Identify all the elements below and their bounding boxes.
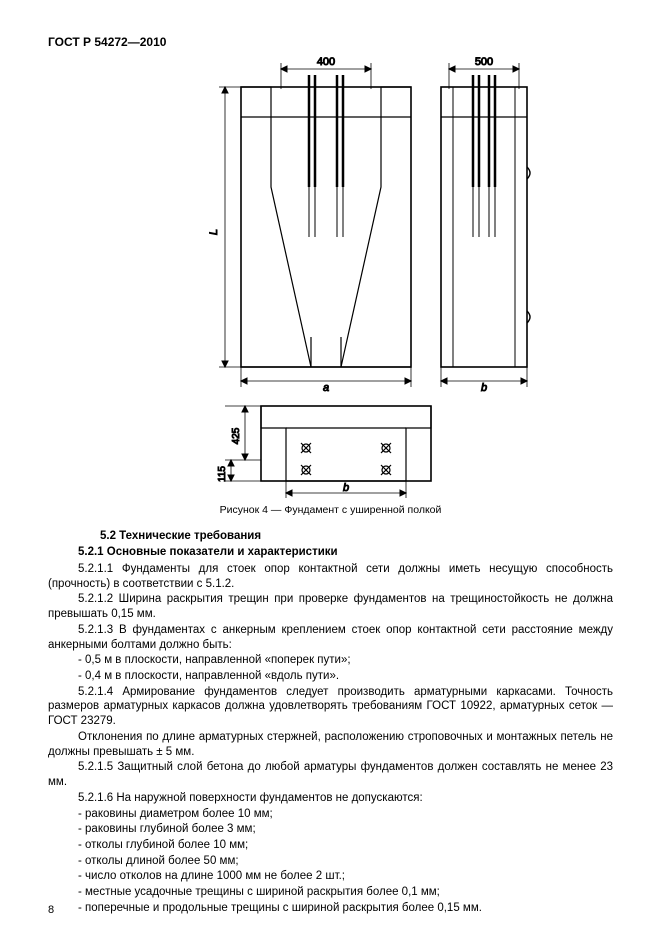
para-5-2-1-6: 5.2.1.6 На наружной поверхности фундамен… xyxy=(48,791,613,806)
page-number: 8 xyxy=(48,904,54,916)
dim-400: 400 xyxy=(316,57,334,68)
dim-b2: b xyxy=(342,482,348,494)
para-deviation: Отклонения по длине арматурных стержней,… xyxy=(48,730,613,759)
list-item: - раковины диаметром более 10 мм; xyxy=(78,807,613,822)
dim-425: 425 xyxy=(231,427,242,444)
list-item: - отколы глубиной более 10 мм; xyxy=(78,838,613,853)
list-item: - поперечные и продольные трещины с шири… xyxy=(78,901,613,916)
para-5-2-1-2: 5.2.1.2 Ширина раскрытия трещин при пров… xyxy=(48,592,613,621)
heading-5-2: 5.2 Технические требования xyxy=(100,530,613,542)
figure-4: 400 xyxy=(48,57,613,516)
list-item: - раковины глубиной более 3 мм; xyxy=(78,822,613,837)
foundation-drawing: 400 xyxy=(121,57,541,392)
list-item: - отколы длиной более 50 мм; xyxy=(78,854,613,869)
dim-115: 115 xyxy=(217,466,228,482)
para-5-2-1-4: 5.2.1.4 Армирование фундаментов следует … xyxy=(48,685,613,729)
para-5-2-1-3: 5.2.1.3 В фундаментах с анкерным креплен… xyxy=(48,623,613,652)
heading-5-2-1: 5.2.1 Основные показатели и характеристи… xyxy=(78,546,613,558)
list-item: - 0,4 м в плоскости, направленной «вдоль… xyxy=(78,669,613,684)
figure-caption: Рисунок 4 — Фундамент с уширенной полкой xyxy=(48,504,613,516)
foundation-plan: 425 115 b xyxy=(201,398,461,498)
para-5-2-1-1: 5.2.1.1 Фундаменты для стоек опор контак… xyxy=(48,562,613,591)
dim-L: L xyxy=(208,229,220,235)
para-5-2-1-5: 5.2.1.5 Защитный слой бетона до любой ар… xyxy=(48,760,613,789)
doc-header: ГОСТ Р 54272—2010 xyxy=(48,35,613,49)
dim-b: b xyxy=(480,382,486,392)
list-item: - местные усадочные трещины с шириной ра… xyxy=(78,885,613,900)
dim-500: 500 xyxy=(474,57,492,68)
page: ГОСТ Р 54272—2010 400 xyxy=(0,0,661,936)
list-item: - число отколов на длине 1000 мм не боле… xyxy=(78,869,613,884)
dim-a: a xyxy=(322,382,328,392)
list-item: - 0,5 м в плоскости, направленной «попер… xyxy=(78,653,613,668)
